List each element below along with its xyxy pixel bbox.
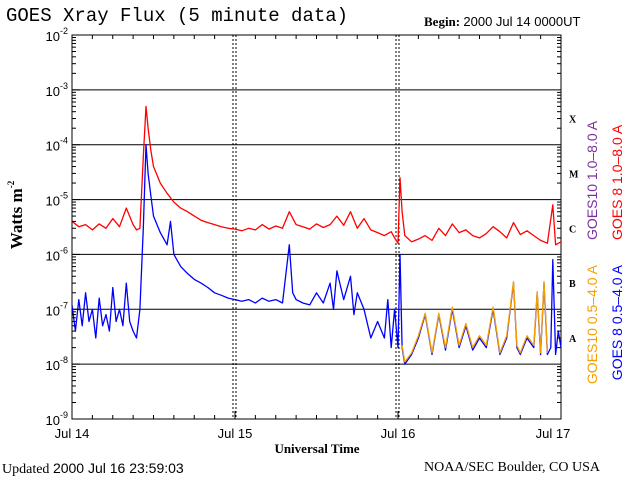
updated-label: Updated xyxy=(2,462,50,477)
legend-label: GOES10 1.0–8.0 A xyxy=(584,120,600,240)
updated-timestamp: Updated 2000 Jul 16 23:59:03 xyxy=(2,460,184,478)
legend-label: GOES 8 1.0–8.0 A xyxy=(609,124,625,240)
x-axis-ticks: Jul 14 Jul 15 Jul 16 Jul 17 xyxy=(55,35,571,441)
data-series xyxy=(71,105,562,365)
legend-entry-3: GOES 8 0.5–4.0 A xyxy=(609,264,625,380)
series-line-0 xyxy=(71,105,562,246)
x-axis-label: Universal Time xyxy=(274,441,359,456)
y-tick-exponent: -8 xyxy=(60,355,68,365)
y-tick-base: 10 xyxy=(46,139,60,154)
y-tick-base: 10 xyxy=(46,194,60,209)
x-tick-label: Jul 17 xyxy=(536,426,571,441)
y-tick-exponent: -7 xyxy=(60,300,68,310)
y-tick-exponent: -4 xyxy=(60,136,68,146)
legend-label: GOES 8 0.5–4.0 A xyxy=(609,264,625,380)
y-tick-label: 10-4 xyxy=(46,136,68,154)
y-axis-label: Watts m-2 xyxy=(6,180,26,249)
y-tick-exponent: -5 xyxy=(60,191,68,201)
chart-title: GOES Xray Flux (5 minute data) xyxy=(6,5,349,27)
legend-entry-1: GOES 8 1.0–8.0 A xyxy=(609,124,625,240)
begin-time: Begin: 2000 Jul 14 0000UT xyxy=(424,14,580,30)
legend-label: GOES10 0.5–4.0 A xyxy=(584,264,600,384)
y-tick-exponent: -3 xyxy=(60,81,68,91)
y-axis-label-exponent: -2 xyxy=(6,180,16,188)
y-tick-label: 10-6 xyxy=(46,245,68,263)
series-line-2 xyxy=(401,280,549,363)
flare-class-B: B xyxy=(569,279,576,290)
y-tick-exponent: -2 xyxy=(60,26,68,36)
y-tick-label: 10-2 xyxy=(46,26,68,44)
y-tick-base: 10 xyxy=(46,29,60,44)
x-tick-label: Jul 15 xyxy=(218,426,253,441)
y-tick-label: 10-9 xyxy=(46,410,68,428)
begin-label: Begin: xyxy=(424,14,461,29)
svg-text:Watts m-2: Watts m-2 xyxy=(6,180,26,249)
y-tick-base: 10 xyxy=(46,358,60,373)
plot-frame xyxy=(71,34,562,420)
y-tick-exponent: -9 xyxy=(60,410,68,420)
y-tick-label: 10-3 xyxy=(46,81,68,99)
y-axis-label-text: Watts m xyxy=(7,188,26,249)
legend: GOES10 1.0–8.0 A GOES 8 1.0–8.0 A GOES10 0… xyxy=(584,120,625,384)
y-tick-base: 10 xyxy=(46,248,60,263)
y-tick-exponent: -6 xyxy=(60,245,68,255)
plot-area xyxy=(71,34,562,420)
flare-class-X: X xyxy=(569,115,577,126)
flare-class-M: M xyxy=(569,169,579,180)
y-axis-ticks: 10-910-810-710-610-510-410-310-2 xyxy=(46,26,561,428)
flare-class-C: C xyxy=(569,224,576,235)
data-source: NOAA/SEC Boulder, CO USA xyxy=(424,460,601,475)
x-tick-label: Jul 14 xyxy=(55,426,90,441)
flare-class-labels: A B C M X xyxy=(569,115,579,345)
y-tick-label: 10-8 xyxy=(46,355,68,373)
grid-lines xyxy=(72,35,561,419)
y-tick-base: 10 xyxy=(46,413,60,428)
y-tick-base: 10 xyxy=(46,84,60,99)
begin-value: 2000 Jul 14 0000UT xyxy=(463,14,581,29)
x-tick-label: Jul 16 xyxy=(381,426,416,441)
y-tick-label: 10-7 xyxy=(46,300,68,318)
legend-entry-0: GOES10 1.0–8.0 A xyxy=(584,120,600,240)
updated-value: 2000 Jul 16 23:59:03 xyxy=(52,460,184,476)
y-tick-base: 10 xyxy=(46,303,60,318)
flare-class-A: A xyxy=(569,334,577,345)
legend-entry-2: GOES10 0.5–4.0 A xyxy=(584,264,600,384)
y-tick-label: 10-5 xyxy=(46,191,68,209)
